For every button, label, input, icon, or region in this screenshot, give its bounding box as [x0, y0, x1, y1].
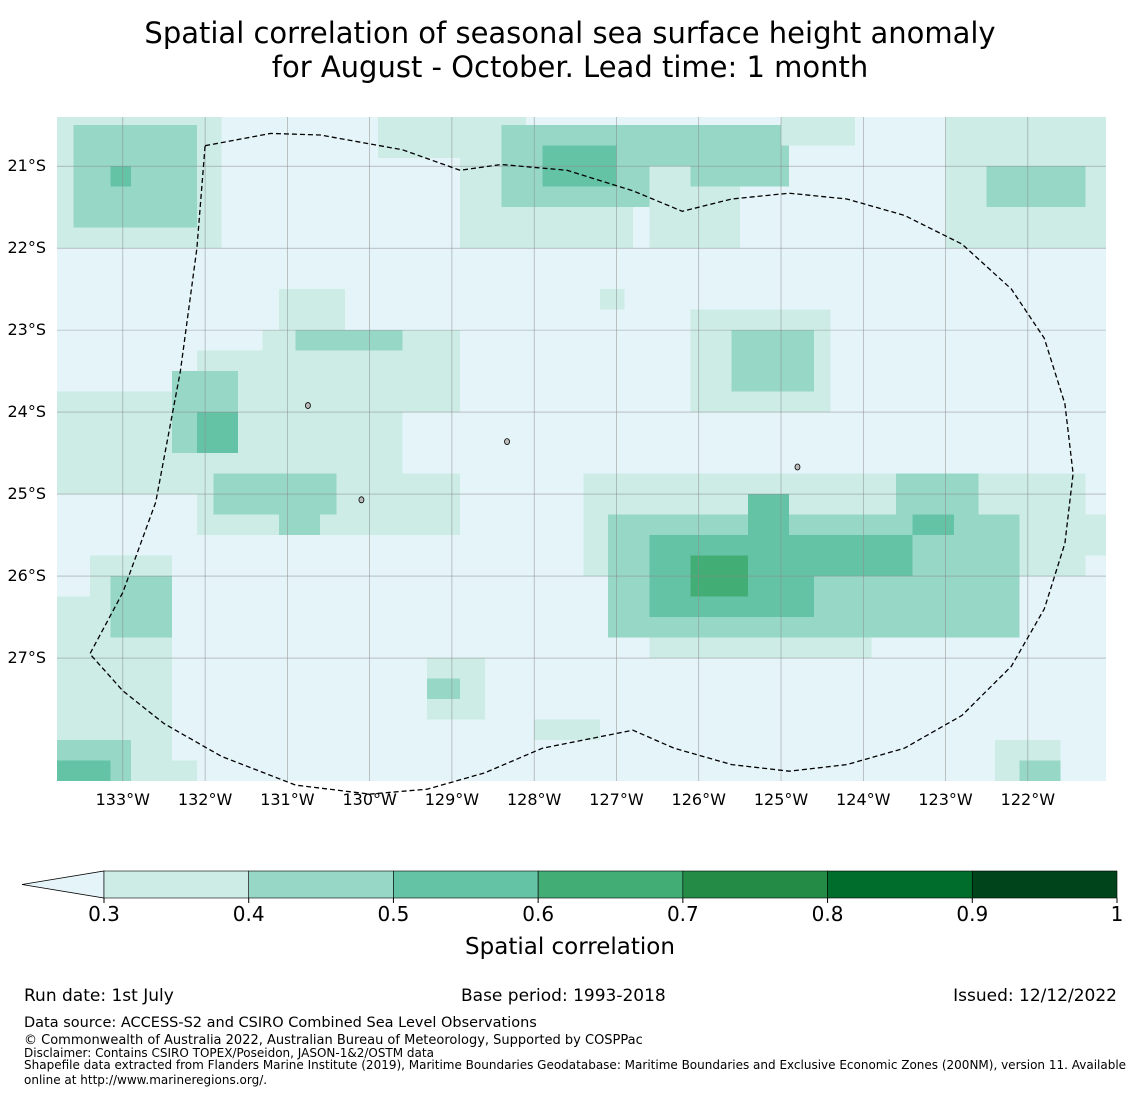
- x-axis-ticks: 133°W 132°W 131°W 130°W 129°W 128°W 127°W 126°W…: [96, 790, 1056, 809]
- island-marker: [358, 496, 365, 504]
- colorbar-segment: [393, 870, 539, 899]
- colorbar-segment: [971, 870, 1118, 899]
- heatmap-cell: [57, 760, 111, 781]
- heatmap-cell: [986, 166, 1086, 208]
- heatmap-cell: [748, 494, 790, 536]
- heatmap-cell: [1060, 514, 1106, 556]
- disclaimer: Disclaimer: Contains CSIRO TOPEX/Poseido…: [24, 1046, 434, 1060]
- heatmap-cell: [731, 330, 814, 392]
- x-tick-label: 124°W: [836, 790, 891, 809]
- chart-title-line-2: for August - October. Lead time: 1 month: [271, 50, 869, 84]
- y-tick-label: 26°S: [7, 566, 46, 585]
- colorbar-extend-arrow: [21, 870, 105, 899]
- y-tick-label: 23°S: [7, 320, 46, 339]
- heatmap-cell: [534, 719, 600, 740]
- colorbar-tick-label: 0.4: [233, 902, 265, 926]
- shapefile-credit: Shapefile data extracted from Flanders M…: [24, 1058, 1127, 1087]
- heatmap-cell: [600, 289, 625, 310]
- y-tick-label: 24°S: [7, 402, 46, 421]
- y-tick-label: 25°S: [7, 484, 46, 503]
- heatmap-cell: [110, 576, 173, 638]
- eez-boundary: [89, 132, 1074, 795]
- colorbar-segment: [827, 870, 973, 899]
- y-tick-label: 22°S: [7, 238, 46, 257]
- chart-map: 133°W 132°W 131°W 130°W 129°W 128°W 127°W 126°W…: [7, 117, 1124, 960]
- x-tick-label: 126°W: [672, 790, 727, 809]
- colorbar-tick-label: 0.7: [667, 902, 699, 926]
- colorbar-segment: [248, 870, 394, 899]
- run-date: Run date: 1st July: [24, 986, 174, 1006]
- x-tick-label: 122°W: [1001, 790, 1056, 809]
- x-tick-label: 132°W: [178, 790, 233, 809]
- eez-boundary-line: [89, 132, 1074, 795]
- island-marker: [305, 402, 311, 409]
- x-tick-label: 131°W: [260, 790, 315, 809]
- copyright-notice: © Commonwealth of Australia 2022, Austra…: [24, 1033, 643, 1048]
- heatmap-cell: [73, 125, 197, 228]
- heatmap-cell: [279, 494, 321, 536]
- colorbar-segment: [103, 870, 250, 899]
- x-tick-label: 127°W: [589, 790, 644, 809]
- heatmap-cell: [912, 514, 954, 536]
- colorbar: 0.3 0.4 0.5 0.6 0.7 0.8 0.9 1: [21, 870, 1124, 926]
- chart-title-line-1: Spatial correlation of seasonal sea surf…: [144, 16, 996, 50]
- y-tick-label: 21°S: [7, 156, 46, 175]
- colorbar-segment: [537, 870, 684, 899]
- y-axis-ticks: 21°S 22°S 23°S 24°S 25°S 26°S 27°S: [7, 156, 46, 667]
- data-source: Data source: ACCESS-S2 and CSIRO Combine…: [24, 1015, 537, 1031]
- x-tick-label: 133°W: [96, 790, 151, 809]
- colorbar-tick-label: 0.3: [88, 902, 120, 926]
- heatmap-cell: [427, 678, 461, 699]
- heatmap-cells: [57, 117, 1106, 781]
- island-marker: [794, 463, 801, 471]
- heatmap-cell: [131, 760, 197, 781]
- heatmap-cell: [781, 117, 855, 146]
- x-tick-label: 130°W: [342, 790, 397, 809]
- colorbar-tick-label: 1: [1111, 902, 1124, 926]
- x-tick-label: 128°W: [507, 790, 562, 809]
- colorbar-label: Spatial correlation: [465, 934, 675, 960]
- colorbar-tick-label: 0.5: [378, 902, 410, 926]
- colorbar-segment: [682, 870, 828, 899]
- x-tick-label: 123°W: [918, 790, 973, 809]
- colorbar-tick-label: 0.6: [522, 902, 554, 926]
- gridlines: [57, 117, 1106, 781]
- heatmap-cell: [789, 535, 913, 577]
- island-marker: [504, 438, 510, 446]
- issued-date: Issued: 12/12/2022: [953, 986, 1117, 1006]
- x-tick-label: 125°W: [754, 790, 809, 809]
- islands: [305, 402, 801, 504]
- x-tick-label: 129°W: [425, 790, 480, 809]
- heatmap-cell: [1019, 760, 1061, 781]
- colorbar-tick-label: 0.8: [812, 902, 844, 926]
- colorbar-tick-label: 0.9: [956, 902, 988, 926]
- base-period: Base period: 1993-2018: [461, 986, 666, 1006]
- heatmap-cell: [110, 166, 132, 187]
- heatmap-cell: [196, 412, 238, 454]
- heatmap-cell: [690, 125, 790, 187]
- y-tick-label: 27°S: [7, 648, 46, 667]
